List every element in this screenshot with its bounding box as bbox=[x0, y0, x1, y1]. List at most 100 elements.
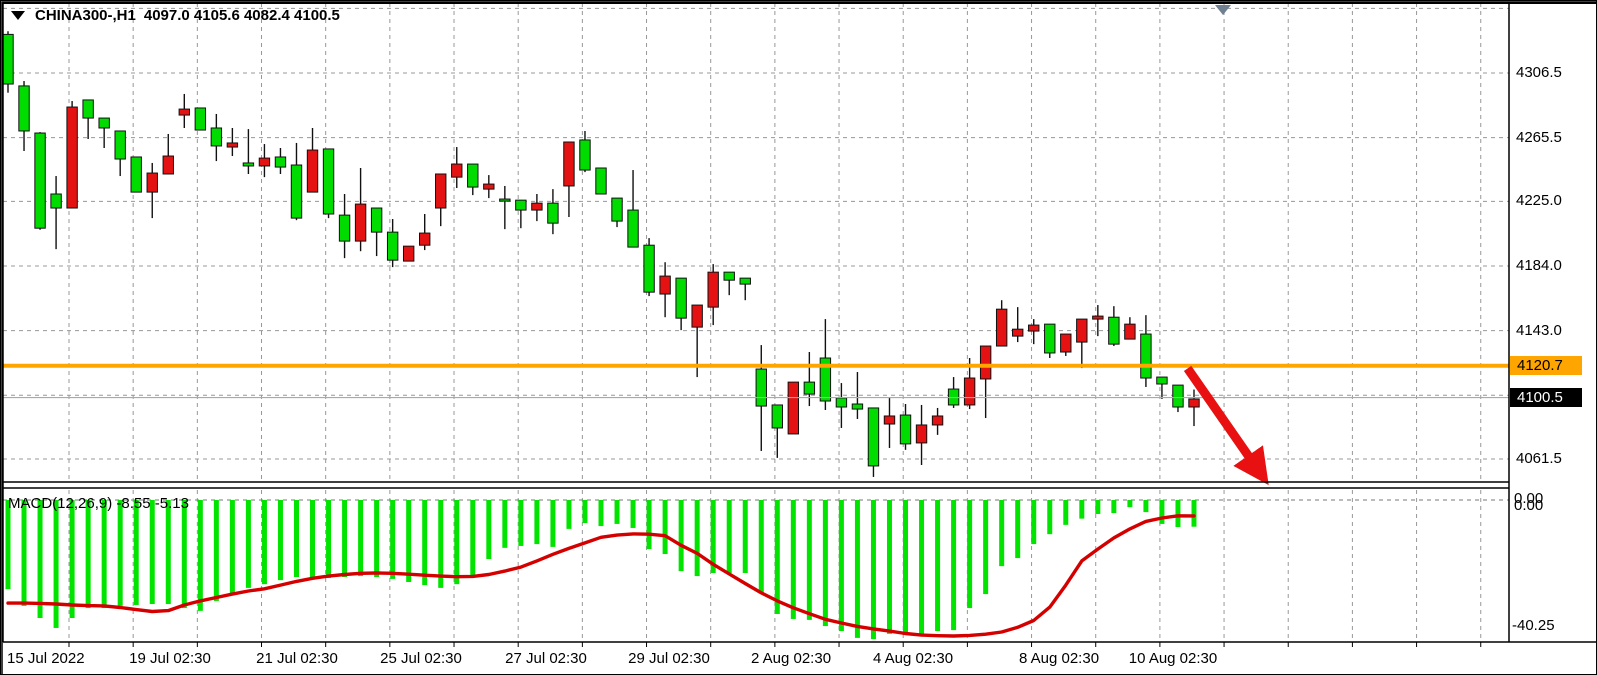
macd-histogram-bar bbox=[85, 500, 91, 609]
candle-down bbox=[1188, 398, 1200, 408]
candle-down bbox=[1076, 318, 1088, 343]
macd-histogram-bar bbox=[229, 500, 235, 595]
macd-histogram-bar bbox=[919, 500, 925, 634]
macd-histogram-bar bbox=[470, 500, 476, 577]
candle-down bbox=[787, 381, 800, 435]
macd-histogram-bar bbox=[1127, 500, 1133, 508]
candle-up bbox=[755, 368, 767, 407]
time-axis-label: 2 Aug 02:30 bbox=[750, 650, 832, 667]
macd-histogram-bar bbox=[326, 500, 332, 578]
candle-down bbox=[531, 202, 543, 211]
candle-up bbox=[1140, 333, 1152, 379]
macd-histogram-bar bbox=[630, 500, 636, 528]
macd-histogram-bar bbox=[742, 500, 748, 573]
macd-histogram-bar bbox=[935, 500, 941, 632]
symbol-dropdown-icon[interactable] bbox=[11, 11, 25, 20]
candle-up bbox=[18, 85, 30, 132]
time-axis-label: 21 Jul 02:30 bbox=[256, 650, 338, 667]
candle-down bbox=[1092, 315, 1104, 320]
macd-histogram-bar bbox=[694, 500, 700, 577]
candle-down bbox=[354, 203, 367, 242]
candle-up bbox=[194, 107, 207, 131]
time-axis-label: 4 Aug 02:30 bbox=[872, 650, 954, 667]
candle-up bbox=[34, 132, 46, 229]
macd-indicator-label: MACD(12,26,9) -8.55 -5.13 bbox=[8, 495, 189, 512]
candle-down bbox=[435, 173, 447, 209]
chart-symbol-timeframe: CHINA300-,H1 bbox=[35, 7, 136, 24]
candle-up bbox=[1044, 323, 1056, 354]
candle-down bbox=[963, 377, 976, 406]
macd-histogram-bar bbox=[999, 500, 1005, 567]
macd-histogram-bar bbox=[822, 500, 828, 627]
candle-down bbox=[178, 108, 190, 116]
candle-down bbox=[306, 149, 319, 193]
macd-histogram-bar bbox=[53, 500, 59, 628]
candle-up bbox=[322, 148, 335, 215]
macd-histogram-bar bbox=[774, 500, 780, 614]
macd-histogram-bar bbox=[854, 500, 860, 638]
candle-down bbox=[563, 141, 575, 187]
time-axis-label: 10 Aug 02:30 bbox=[1128, 650, 1218, 667]
macd-histogram-bar bbox=[662, 500, 668, 555]
chart-ohlc-readout: 4097.0 4105.6 4082.4 4100.5 bbox=[143, 7, 340, 24]
time-axis-label: 27 Jul 02:30 bbox=[505, 650, 587, 667]
candle-down bbox=[1124, 323, 1136, 340]
macd-histogram-bar bbox=[598, 500, 604, 527]
macd-histogram-bar bbox=[678, 500, 684, 572]
candle-down bbox=[883, 415, 896, 425]
candle-down bbox=[915, 424, 928, 444]
price-axis-label: 4265.5 bbox=[1516, 128, 1562, 146]
candle-up bbox=[835, 397, 848, 408]
macd-histogram-bar bbox=[1143, 500, 1149, 513]
macd-histogram-bar bbox=[438, 500, 444, 588]
macd-histogram-bar bbox=[486, 500, 492, 560]
macd-histogram-bar bbox=[117, 500, 123, 606]
macd-histogram-bar bbox=[1175, 500, 1181, 528]
candle-up bbox=[627, 209, 639, 248]
candle-up bbox=[2, 33, 14, 85]
time-axis-label: 8 Aug 02:30 bbox=[1018, 650, 1100, 667]
time-axis-label: 25 Jul 02:30 bbox=[380, 650, 462, 667]
macd-histogram-bar bbox=[838, 500, 844, 632]
macd-histogram-bar bbox=[245, 500, 251, 588]
candle-up bbox=[386, 231, 399, 261]
candle-up bbox=[1172, 384, 1184, 408]
macd-histogram-bar bbox=[277, 500, 283, 581]
macd-zero-label: 0.00 bbox=[1514, 490, 1544, 507]
macd-histogram-bar bbox=[37, 500, 43, 619]
hline-price-badge: 4120.7 bbox=[1510, 355, 1582, 375]
candle-up bbox=[274, 156, 287, 168]
macd-histogram-bar bbox=[550, 500, 556, 547]
macd-histogram-bar bbox=[213, 500, 219, 601]
macd-histogram-bar bbox=[310, 500, 316, 578]
candle-up bbox=[595, 167, 607, 195]
macd-histogram-bar bbox=[566, 500, 572, 529]
candle-down bbox=[146, 172, 158, 193]
macd-histogram-bar bbox=[374, 500, 380, 578]
macd-histogram-bar bbox=[293, 500, 299, 578]
candle-up bbox=[370, 207, 383, 233]
candle-down bbox=[979, 345, 992, 380]
macd-histogram-bar bbox=[1079, 500, 1085, 519]
macd-histogram-bar bbox=[710, 500, 716, 573]
macd-histogram-bar bbox=[502, 500, 508, 548]
macd-histogram-bar bbox=[342, 500, 348, 578]
candle-down bbox=[1012, 328, 1024, 337]
macd-histogram-bar bbox=[133, 500, 139, 605]
trend-arrow-annotation[interactable] bbox=[1183, 365, 1269, 486]
candle-down bbox=[162, 155, 174, 175]
candle-up bbox=[499, 198, 511, 202]
candle-down bbox=[66, 106, 78, 209]
chart-shift-marker-icon[interactable] bbox=[1215, 5, 1231, 15]
candle-down bbox=[483, 183, 495, 190]
price-axis-label: 4143.0 bbox=[1516, 321, 1562, 339]
candle-up bbox=[803, 381, 816, 395]
macd-histogram-bar bbox=[758, 500, 764, 593]
candle-down bbox=[931, 415, 944, 426]
macd-histogram-bar bbox=[101, 500, 107, 609]
candle-down bbox=[258, 157, 271, 167]
macd-histogram-bar bbox=[582, 500, 588, 523]
